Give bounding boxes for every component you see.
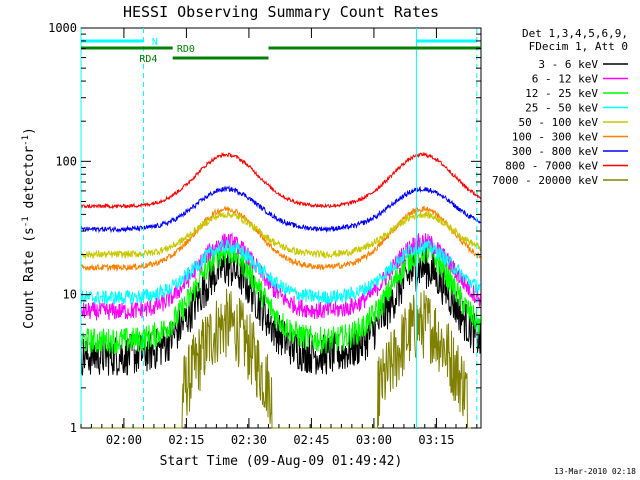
- x-tick-label-5: 03:15: [418, 433, 454, 447]
- series-line-4: [80, 210, 481, 260]
- series-layer: [80, 151, 481, 429]
- series-line-6: [80, 185, 481, 234]
- vertical-markers: [80, 28, 478, 428]
- flag-label-rd4: RD4: [139, 54, 157, 65]
- chart-title: HESSI Observing Summary Count Rates: [123, 3, 439, 21]
- series-line-3: [80, 238, 481, 306]
- legend-label-7: 800 - 7000 keV: [505, 160, 598, 173]
- x-axis-ticks: 02:00 02:15 02:30 02:45 03:00 03:15: [80, 28, 478, 447]
- series-line-2: [80, 239, 481, 355]
- x-tick-label-3: 02:45: [293, 433, 329, 447]
- legend-label-8: 7000 - 20000 keV: [492, 174, 598, 187]
- x-tick-label-4: 03:00: [356, 433, 392, 447]
- y-axis-label-mid: detector: [22, 146, 37, 217]
- legend-header-1: Det 1,3,4,5,6,9,: [522, 27, 628, 40]
- legend-label-4: 50 - 100 keV: [519, 116, 599, 129]
- series-line-1: [80, 232, 481, 321]
- y-tick-label-1: 10: [63, 288, 77, 302]
- y-axis-ticks: 1 10 100 1000: [48, 21, 481, 435]
- legend-label-1: 6 - 12 keV: [532, 73, 599, 86]
- y-axis-label-main: Count Rate (s: [22, 227, 37, 329]
- y-axis-label-sup1: -1: [21, 216, 31, 227]
- y-tick-label-3: 1000: [48, 21, 77, 35]
- flag-label-n: N: [152, 37, 158, 48]
- x-tick-label-0: 02:00: [106, 433, 142, 447]
- flag-label-rd0: RD0: [177, 44, 195, 55]
- x-tick-label-2: 02:30: [231, 433, 267, 447]
- legend-label-2: 12 - 25 keV: [525, 87, 598, 100]
- series-line-8: [81, 288, 481, 429]
- series-line-7: [80, 151, 481, 210]
- x-tick-label-1: 02:15: [168, 433, 204, 447]
- legend-label-3: 25 - 50 keV: [525, 102, 598, 115]
- series-line-5: [80, 205, 481, 273]
- x-axis-label: Start Time (09-Aug-09 01:49:42): [160, 454, 403, 469]
- y-axis-label: Count Rate (s-1 detector-1): [21, 127, 37, 329]
- legend-label-5: 100 - 300 keV: [512, 131, 598, 144]
- legend-label-6: 300 - 800 keV: [512, 145, 598, 158]
- y-tick-label-0: 1: [70, 421, 77, 435]
- flag-bars: N RD0 RD4: [81, 37, 481, 65]
- timestamp: 13-Mar-2010 02:18: [554, 467, 636, 476]
- y-tick-label-2: 100: [55, 154, 77, 168]
- y-axis-label-end: ): [22, 127, 37, 135]
- legend-header-2: FDecim 1, Att 0: [529, 40, 628, 53]
- y-axis-label-sup2: -1: [21, 135, 31, 146]
- legend: Det 1,3,4,5,6,9, FDecim 1, Att 0 3 - 6 k…: [492, 27, 628, 187]
- legend-label-0: 3 - 6 keV: [538, 58, 598, 71]
- plot-frame: [80, 27, 482, 429]
